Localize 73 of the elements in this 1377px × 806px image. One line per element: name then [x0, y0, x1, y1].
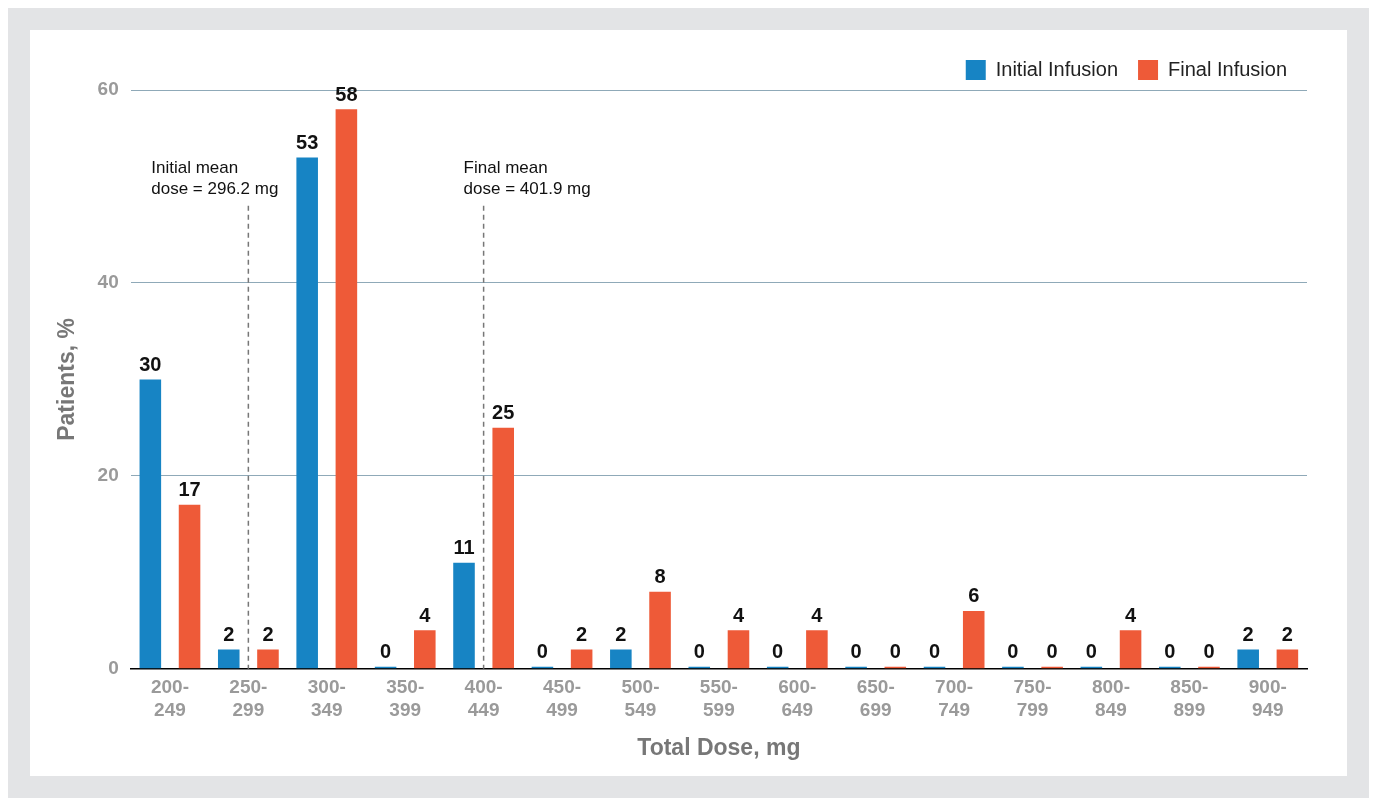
- data-label: 6: [968, 584, 980, 607]
- data-label: 4: [732, 603, 745, 626]
- data-label: 0: [928, 640, 941, 663]
- bar: [649, 591, 671, 669]
- y-tick-label: 40: [97, 271, 119, 293]
- data-label: 2: [1281, 623, 1293, 646]
- data-label: 2: [262, 623, 274, 646]
- bar: [962, 610, 985, 669]
- bar: [257, 649, 279, 669]
- data-label: 0: [1007, 640, 1019, 663]
- bar: [296, 157, 318, 669]
- x-tick-label: 350-399: [386, 676, 425, 721]
- y-axis-title: Patients, %: [53, 318, 80, 441]
- x-axis-title: Total Dose, mg: [637, 733, 801, 760]
- bar: [178, 504, 201, 669]
- data-label: 2: [1242, 623, 1254, 646]
- data-label: 0: [693, 640, 705, 663]
- data-label: 2: [576, 623, 588, 646]
- y-tick-label: 60: [97, 78, 119, 100]
- x-tick-label: 650-699: [856, 676, 895, 721]
- x-tick-label: 450-499: [543, 676, 582, 721]
- bar: [453, 562, 475, 669]
- ref-line-label: Initial mean dose = 296.2 mg: [151, 157, 279, 198]
- x-tick-label: 300-349: [307, 676, 346, 721]
- data-label: 30: [139, 352, 162, 375]
- data-label: 2: [223, 623, 235, 646]
- bar: [335, 109, 358, 669]
- bar: [1276, 649, 1299, 669]
- x-tick-label: 900-949: [1248, 676, 1287, 721]
- data-label: 4: [1125, 603, 1137, 626]
- data-label: 0: [772, 640, 784, 663]
- data-label: 8: [654, 565, 666, 588]
- data-label: 58: [335, 82, 358, 105]
- data-label: 53: [296, 131, 319, 154]
- x-tick-label: 400-449: [464, 676, 503, 721]
- x-tick-label: 700-749: [935, 676, 974, 721]
- x-tick-label: 750-799: [1013, 676, 1052, 721]
- x-tick-label: 550-599: [699, 676, 738, 721]
- bar: [217, 649, 240, 669]
- legend-label: Initial Infusion: [995, 57, 1119, 80]
- data-label: 17: [178, 478, 201, 501]
- bar: [727, 630, 750, 669]
- legend-label: Final Infusion: [1168, 57, 1288, 80]
- data-label: 2: [615, 623, 627, 646]
- bar: [806, 630, 828, 669]
- x-tick-label: 250-299: [229, 676, 268, 721]
- bar: [570, 649, 593, 669]
- bar: [492, 427, 514, 669]
- data-label: 0: [380, 640, 392, 663]
- bar: [414, 630, 436, 669]
- data-label: 0: [1203, 640, 1215, 663]
- data-label: 0: [850, 640, 862, 663]
- x-tick-label: 600-649: [778, 676, 817, 721]
- bar: [1237, 649, 1259, 669]
- x-tick-label: 500-549: [621, 676, 660, 721]
- x-tick-label: 850-899: [1170, 676, 1209, 721]
- y-tick-label: 20: [97, 464, 119, 486]
- bar: [139, 379, 162, 669]
- data-label: 25: [492, 401, 515, 424]
- data-label: 0: [889, 640, 901, 663]
- x-tick-label: 800-849: [1091, 676, 1130, 721]
- data-label: 4: [811, 603, 824, 626]
- data-label: 0: [1164, 640, 1176, 663]
- data-label: 0: [536, 640, 548, 663]
- data-label: 11: [453, 536, 475, 559]
- y-tick-label: 0: [108, 657, 119, 679]
- data-label: 0: [1046, 640, 1058, 663]
- ref-line-label: Final mean dose = 401.9 mg: [463, 157, 591, 198]
- bar: [610, 649, 632, 669]
- bar: [1119, 630, 1142, 669]
- data-label: 0: [1085, 640, 1097, 663]
- data-label: 4: [419, 603, 432, 626]
- x-tick-label: 200-249: [150, 676, 189, 721]
